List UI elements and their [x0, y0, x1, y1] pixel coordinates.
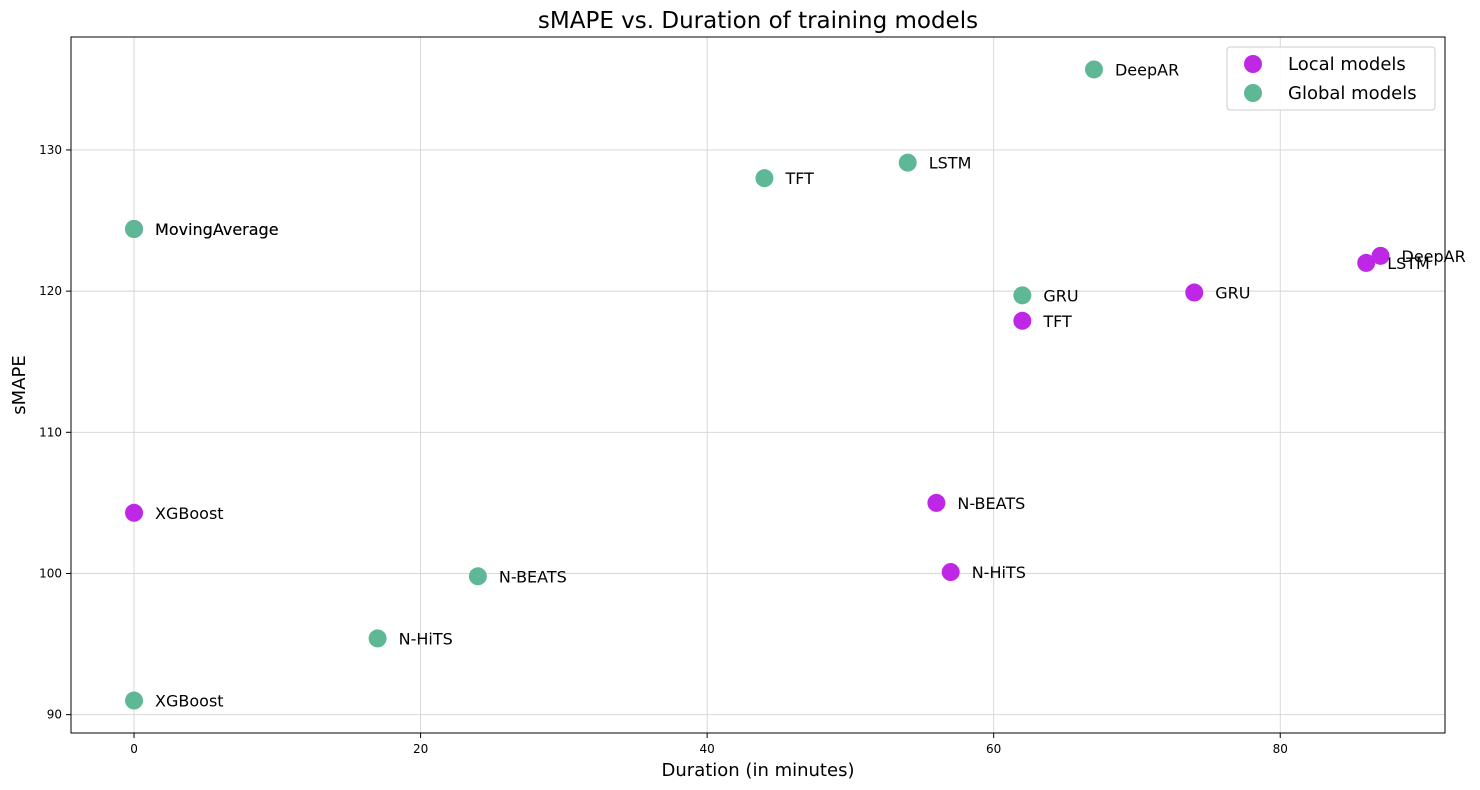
data-point-label: N-HiTS: [972, 563, 1026, 582]
y-axis-title: sMAPE: [9, 355, 30, 414]
legend-label: Local models: [1288, 54, 1406, 75]
data-point-label: XGBoost: [155, 692, 224, 711]
x-tick-label: 40: [699, 742, 714, 756]
data-point: [1357, 253, 1376, 272]
y-tick-label: 130: [39, 143, 62, 157]
data-point-label: N-BEATS: [957, 494, 1025, 513]
data-point: [898, 153, 917, 172]
data-point: [927, 493, 946, 512]
data-point: [125, 691, 144, 710]
data-point-label: N-HiTS: [399, 629, 453, 648]
x-tick-label: 20: [413, 742, 428, 756]
data-point-label: GRU: [1043, 286, 1078, 305]
data-point-label: TFT: [1042, 312, 1072, 331]
legend: Local models Global models: [1226, 46, 1436, 111]
y-tick-label: 90: [47, 708, 62, 722]
legend-marker: [1244, 84, 1262, 102]
data-point-label: LSTM: [1387, 254, 1430, 273]
data-point-label: LSTM: [929, 154, 972, 173]
data-point: [755, 169, 774, 188]
plot-area-frame: [70, 36, 1446, 734]
data-point: [368, 629, 387, 648]
data-point: [1013, 311, 1032, 330]
data-point: [941, 563, 960, 582]
data-point-label: MovingAverage: [155, 220, 279, 239]
legend-marker: [1244, 55, 1262, 73]
chart-title: sMAPE vs. Duration of training models: [538, 8, 978, 34]
data-point-label: XGBoost: [155, 504, 224, 523]
data-point-label: GRU: [1215, 284, 1250, 303]
data-point-label: MovingAverage: [155, 220, 279, 239]
y-tick-label: 110: [39, 425, 62, 439]
axis-ticks: 0 20 40 60 80 90 100 110 120 130: [39, 143, 1288, 756]
y-tick-label: 120: [39, 284, 62, 298]
data-point: [468, 567, 487, 586]
x-tick-label: 80: [1273, 742, 1288, 756]
y-tick-label: 100: [39, 566, 62, 580]
data-point: [1185, 283, 1204, 302]
x-axis-title: Duration (in minutes): [662, 760, 855, 781]
legend-label: Global models: [1288, 83, 1417, 104]
data-point: [125, 503, 144, 522]
legend-frame: [1226, 46, 1436, 111]
data-point: [1013, 286, 1032, 305]
data-point-label: DeepAR: [1115, 60, 1179, 79]
data-points: [125, 60, 1390, 710]
grid: [71, 37, 1445, 733]
data-point: [1371, 246, 1390, 265]
data-point-label: DeepAR: [1402, 247, 1466, 266]
data-point-label: N-BEATS: [499, 567, 567, 586]
data-point: [1084, 60, 1103, 79]
point-labels: MovingAverage XGBoost N-BEATS N-HiTS TFT GRU L…: [155, 60, 1466, 710]
data-point-label: TFT: [784, 169, 814, 188]
data-point: [125, 220, 144, 238]
x-tick-label: 0: [130, 742, 138, 756]
x-tick-label: 60: [986, 742, 1001, 756]
